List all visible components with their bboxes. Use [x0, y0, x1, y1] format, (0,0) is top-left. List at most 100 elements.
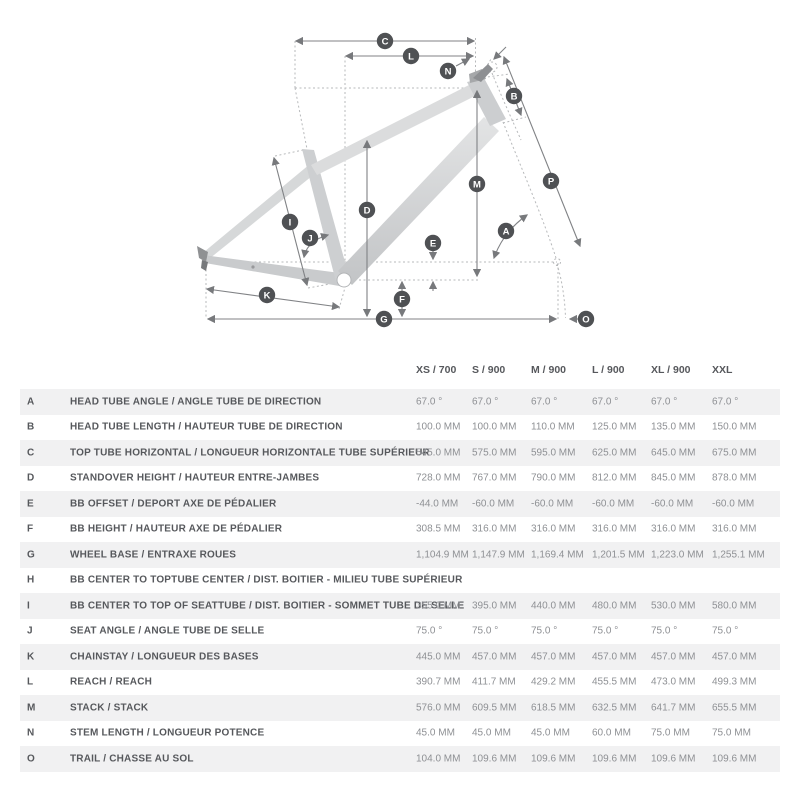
row-letter: E	[27, 498, 34, 510]
row-value-xl: 645.0 MM	[651, 447, 696, 459]
row-letter: C	[27, 447, 35, 459]
dim-badge-P: P	[542, 172, 560, 190]
geometry-table-row: K CHAINSTAY / LONGUEUR DES BASES 445.0 M…	[20, 644, 780, 670]
row-label: BB CENTER TO TOP OF SEATTUBE / DIST. BOI…	[70, 600, 465, 612]
row-value-xs: 390.7 MM	[416, 676, 461, 688]
row-label: STEM LENGTH / LONGUEUR POTENCE	[70, 727, 265, 739]
row-value-xs: 45.0 MM	[416, 727, 455, 739]
row-label: TRAIL / CHASSE AU SOL	[70, 753, 194, 765]
row-letter: I	[27, 600, 30, 612]
row-value-xxl: 150.0 MM	[712, 421, 757, 433]
row-value-xs: 308.5 MM	[416, 523, 461, 535]
row-value-s: -60.0 MM	[472, 498, 515, 510]
svg-text:B: B	[511, 92, 518, 103]
svg-text:F: F	[399, 295, 405, 306]
row-value-s: 100.0 MM	[472, 421, 517, 433]
geometry-table-row: A HEAD TUBE ANGLE / ANGLE TUBE DE DIRECT…	[20, 389, 780, 415]
row-label: CHAINSTAY / LONGUEUR DES BASES	[70, 651, 259, 663]
size-header-xs: XS / 700	[416, 364, 457, 376]
svg-text:P: P	[548, 177, 555, 188]
row-label: REACH / REACH	[70, 676, 153, 688]
svg-text:A: A	[503, 227, 510, 238]
row-value-l: 125.0 MM	[592, 421, 637, 433]
row-value-m: 429.2 MM	[531, 676, 576, 688]
geometry-table-header: XS / 700 S / 900 M / 900 L / 900 XL / 90…	[20, 356, 780, 389]
dim-badge-B: B	[505, 87, 523, 105]
row-value-s: 67.0 °	[472, 396, 499, 408]
svg-text:D: D	[364, 206, 371, 217]
row-value-xxl: 675.0 MM	[712, 447, 757, 459]
geometry-table-row: H BB CENTER TO TOPTUBE CENTER / DIST. BO…	[20, 567, 780, 593]
svg-text:M: M	[473, 180, 481, 191]
row-value-xxl: -60.0 MM	[712, 498, 755, 510]
row-value-l: 75.0 °	[592, 625, 619, 637]
geometry-table-row: B HEAD TUBE LENGTH / HAUTEUR TUBE DE DIR…	[20, 414, 780, 440]
down-tube	[338, 117, 499, 285]
row-value-xl: 1,223.0 MM	[651, 549, 704, 561]
geometry-table-row: D STANDOVER HEIGHT / HAUTEUR ENTRE-JAMBE…	[20, 465, 780, 491]
row-value-m: 75.0 °	[531, 625, 558, 637]
row-value-xxl: 580.0 MM	[712, 600, 757, 612]
head-tube	[467, 78, 506, 126]
bottom-bracket	[336, 272, 352, 288]
dim-badge-D: D	[358, 201, 376, 219]
row-value-m: 67.0 °	[531, 396, 558, 408]
geometry-table-row: C TOP TUBE HORIZONTAL / LONGUEUR HORIZON…	[20, 440, 780, 466]
row-value-s: 45.0 MM	[472, 727, 511, 739]
row-value-xl: 530.0 MM	[651, 600, 696, 612]
row-value-xs: -44.0 MM	[416, 498, 459, 510]
row-value-m: -60.0 MM	[531, 498, 574, 510]
geometry-table-row: G WHEEL BASE / ENTRAXE ROUES 1,104.9 MM …	[20, 542, 780, 568]
row-label: WHEEL BASE / ENTRAXE ROUES	[70, 549, 237, 561]
row-value-xs: 104.0 MM	[416, 753, 461, 765]
row-value-xl: 135.0 MM	[651, 421, 696, 433]
row-letter: K	[27, 651, 35, 663]
row-value-s: 411.7 MM	[472, 676, 516, 688]
svg-text:C: C	[382, 37, 389, 48]
row-value-m: 595.0 MM	[531, 447, 576, 459]
row-label: HEAD TUBE ANGLE / ANGLE TUBE DE DIRECTIO…	[70, 396, 322, 408]
row-letter: D	[27, 472, 35, 484]
row-value-xxl: 75.0 °	[712, 625, 739, 637]
dim-N-arrow	[455, 58, 471, 67]
row-value-s: 609.5 MM	[472, 702, 517, 714]
row-value-l: 67.0 °	[592, 396, 619, 408]
row-value-s: 457.0 MM	[472, 651, 517, 663]
chainstay-bolt	[251, 265, 255, 269]
ref-seat-axis-extension	[294, 87, 308, 150]
row-value-xs: 67.0 °	[416, 396, 443, 408]
bike-geometry-diagram: C L N B P M D I A J E K F G O	[197, 32, 595, 328]
size-header-xxl: XXL	[712, 364, 733, 376]
row-letter: G	[27, 549, 35, 561]
row-value-xl: 641.7 MM	[651, 702, 696, 714]
derailleur-hanger	[201, 260, 208, 271]
row-value-xs: 576.0 MM	[416, 702, 461, 714]
row-value-m: 109.6 MM	[531, 753, 576, 765]
row-value-s: 75.0 °	[472, 625, 499, 637]
dim-badge-G: G	[375, 310, 393, 328]
row-value-xs: 445.0 MM	[416, 651, 461, 663]
geometry-table-row: N STEM LENGTH / LONGUEUR POTENCE 45.0 MM…	[20, 720, 780, 746]
row-label: HEAD TUBE LENGTH / HAUTEUR TUBE DE DIREC…	[70, 421, 343, 433]
row-value-l: 812.0 MM	[592, 472, 637, 484]
bike-frame	[197, 64, 506, 288]
row-value-xxl: 878.0 MM	[712, 472, 757, 484]
row-value-xxl: 457.0 MM	[712, 651, 757, 663]
svg-text:N: N	[445, 67, 452, 78]
row-value-s: 767.0 MM	[472, 472, 517, 484]
row-value-xl: -60.0 MM	[651, 498, 694, 510]
row-value-m: 790.0 MM	[531, 472, 576, 484]
dim-badge-M: M	[468, 175, 486, 193]
row-value-xl: 75.0 MM	[651, 727, 690, 739]
size-header-m: M / 900	[531, 364, 567, 376]
row-value-xl: 473.0 MM	[651, 676, 696, 688]
geometry-table-row: E BB OFFSET / DEPORT AXE DE PÉDALIER -44…	[20, 491, 780, 517]
row-letter: B	[27, 421, 35, 433]
dim-badge-O: O	[577, 310, 595, 328]
dim-badge-K: K	[258, 286, 276, 304]
row-value-xs: 100.0 MM	[416, 421, 461, 433]
geometry-table-row: O TRAIL / CHASSE AU SOL 104.0 MM 109.6 M…	[20, 746, 780, 772]
row-letter: A	[27, 396, 35, 408]
row-value-xs: 355.0 MM	[416, 600, 461, 612]
row-value-l: 480.0 MM	[592, 600, 637, 612]
